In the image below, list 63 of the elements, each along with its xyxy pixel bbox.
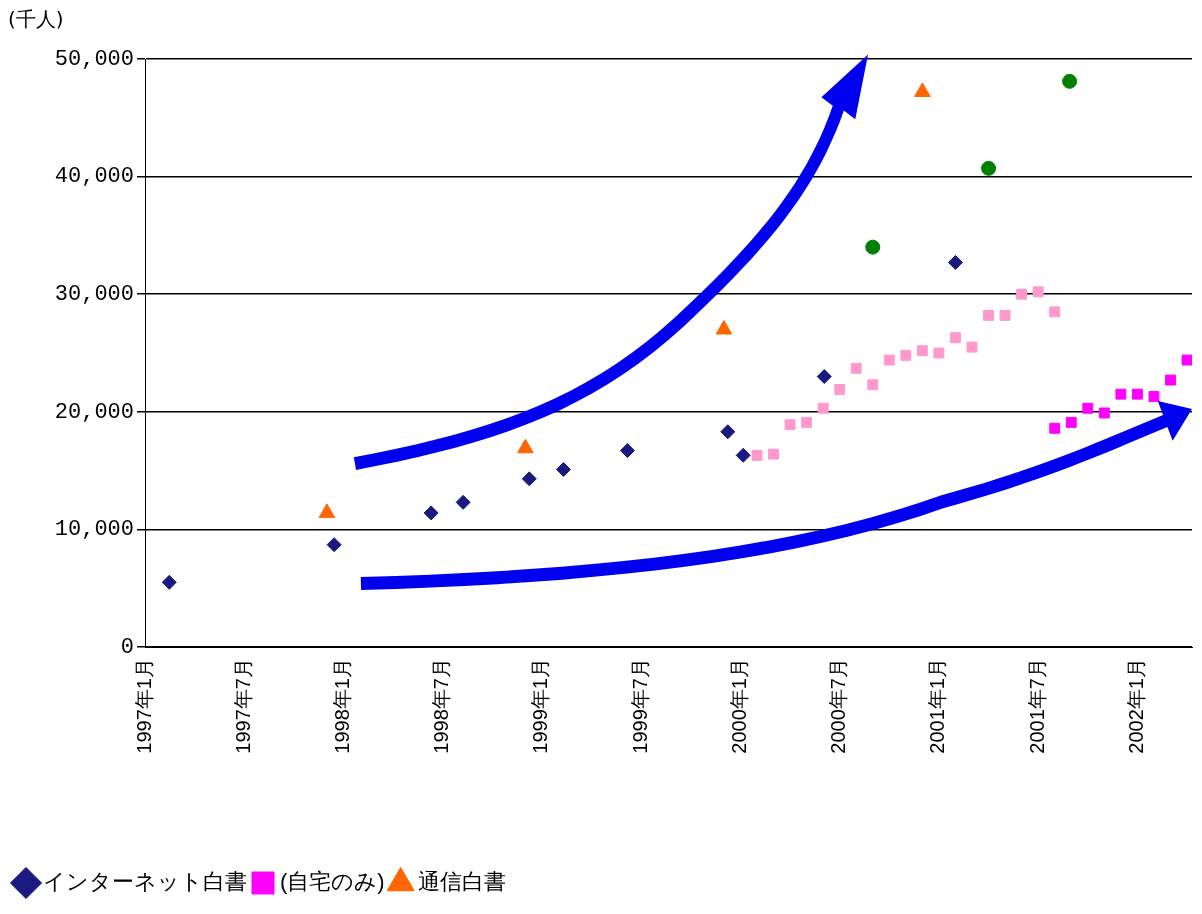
point [867,379,879,391]
point [1165,374,1176,386]
x-tick-label: 2000年7月 [827,658,850,754]
x-tick-label: 1998年1月 [331,658,353,754]
legend-label: インターネット白書 [43,869,247,895]
point [1049,306,1061,318]
x-tick-label: 2000年1月 [727,658,750,754]
point [1049,422,1061,434]
point [784,419,796,431]
point [999,309,1011,321]
point [883,354,895,366]
point [966,341,978,353]
point [1065,416,1077,428]
point [817,402,829,414]
point [1062,73,1078,89]
y-tick-label: 30,000 [54,282,134,308]
x-tick-label: 2001年1月 [926,658,949,754]
x-tick-label: 1999年1月 [529,658,552,754]
point [981,160,997,176]
y-tick-label: 10,000 [54,517,134,543]
point [423,505,439,521]
point [555,461,571,477]
point [1115,388,1127,400]
point [720,424,736,440]
point [455,494,471,510]
y-axis-title: (千人) [8,6,64,33]
x-tick-label: 1998年7月 [430,658,453,754]
point [768,448,779,460]
x-tick-label: 1997年1月 [132,658,155,754]
y-tick-label: 20,000 [54,399,134,425]
point [619,443,635,459]
point [1032,286,1044,298]
legend-label: (自宅のみ) [280,869,385,895]
point [850,362,862,374]
point [865,239,881,255]
y-tick-label: 0 [120,634,134,660]
point [950,332,961,344]
point [834,384,846,395]
point [900,349,912,361]
x-tick-label: 1999年7月 [628,658,651,754]
point [947,254,963,270]
y-tick-label: 40,000 [54,164,134,190]
point [1148,391,1160,402]
x-tick-label: 2002年1月 [1124,658,1147,754]
legend-label: 通信白書 [417,869,506,895]
point [1016,288,1028,300]
point [801,416,813,428]
point [521,471,537,487]
point [933,347,945,359]
point [816,369,832,385]
point [751,449,763,461]
point [1131,388,1143,400]
x-tick-label: 2001年7月 [1025,658,1048,754]
point [1082,402,1094,414]
y-tick-label: 50,000 [54,46,134,72]
point [1181,354,1192,366]
point [735,447,751,463]
x-tick-label: 1997年7月 [231,658,254,754]
point [983,309,994,321]
point [916,345,928,357]
point [1098,407,1110,419]
point [161,574,177,590]
point [326,537,342,553]
